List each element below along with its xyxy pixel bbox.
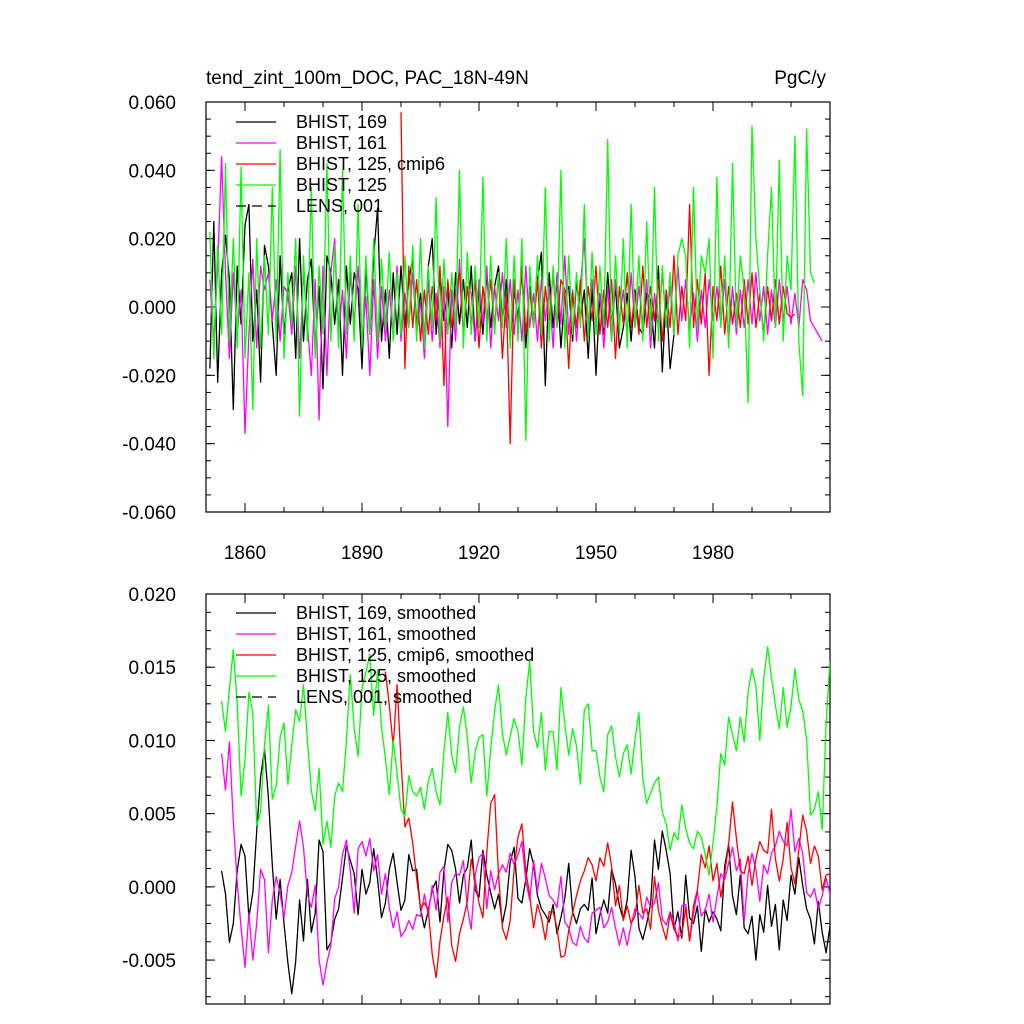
top-panel: -0.060 -0.040 -0.020 0.000 0.020 0.040 0.060 18… (122, 93, 831, 564)
bottom-panel: -0.005 0.000 0.005 0.010 0.015 0.020 BHIST, 16… (122, 585, 831, 1005)
y-tick-label: 0.020 (128, 230, 176, 251)
legend-label: BHIST, 169 (296, 112, 387, 132)
legend-label: LENS, 001, smoothed (296, 687, 472, 707)
legend-label: BHIST, 169, smoothed (296, 603, 476, 623)
y-tick-label: 0.000 (128, 878, 176, 899)
y-tick-label: -0.020 (122, 366, 176, 387)
x-tick-label: 1950 (575, 543, 617, 564)
y-tick-label: 0.060 (128, 93, 176, 114)
y-tick-label: -0.040 (122, 435, 176, 456)
y-tick-label: 0.010 (128, 731, 176, 752)
series-line-bhist-125-smoothed (220, 646, 830, 876)
y-tick-label: 0.005 (128, 805, 176, 826)
series-line-bhist-161-smoothed (220, 741, 830, 986)
legend-label: BHIST, 161, smoothed (296, 624, 476, 644)
series-line-bhist-125-cmip6-smoothed (384, 671, 830, 979)
legend-label: BHIST, 161 (296, 133, 387, 153)
x-tick-label: 1860 (224, 543, 266, 564)
legend-label: BHIST, 125, cmip6, smoothed (296, 645, 534, 665)
series-line-bhist-169-smoothed (220, 748, 830, 995)
y-tick-label: 0.015 (128, 658, 176, 679)
series-line-bhist-125 (209, 125, 816, 441)
x-tick-label: 1980 (692, 543, 734, 564)
chart-units: PgC/y (774, 68, 826, 89)
legend-label: BHIST, 125, cmip6 (296, 154, 445, 174)
chart-title: tend_zint_100m_DOC, PAC_18N-49N (206, 68, 529, 89)
legend-label: BHIST, 125, smoothed (296, 666, 476, 686)
x-tick-label: 1890 (341, 543, 383, 564)
x-tick-label: 1920 (458, 543, 500, 564)
legend-label: LENS, 001 (296, 196, 383, 216)
y-tick-label: -0.060 (122, 503, 176, 524)
legend-label: BHIST, 125 (296, 175, 387, 195)
y-tick-label: 0.000 (128, 298, 176, 319)
y-tick-label: 0.020 (128, 585, 176, 606)
y-tick-label: -0.005 (122, 951, 176, 972)
y-tick-label: 0.040 (128, 161, 176, 182)
